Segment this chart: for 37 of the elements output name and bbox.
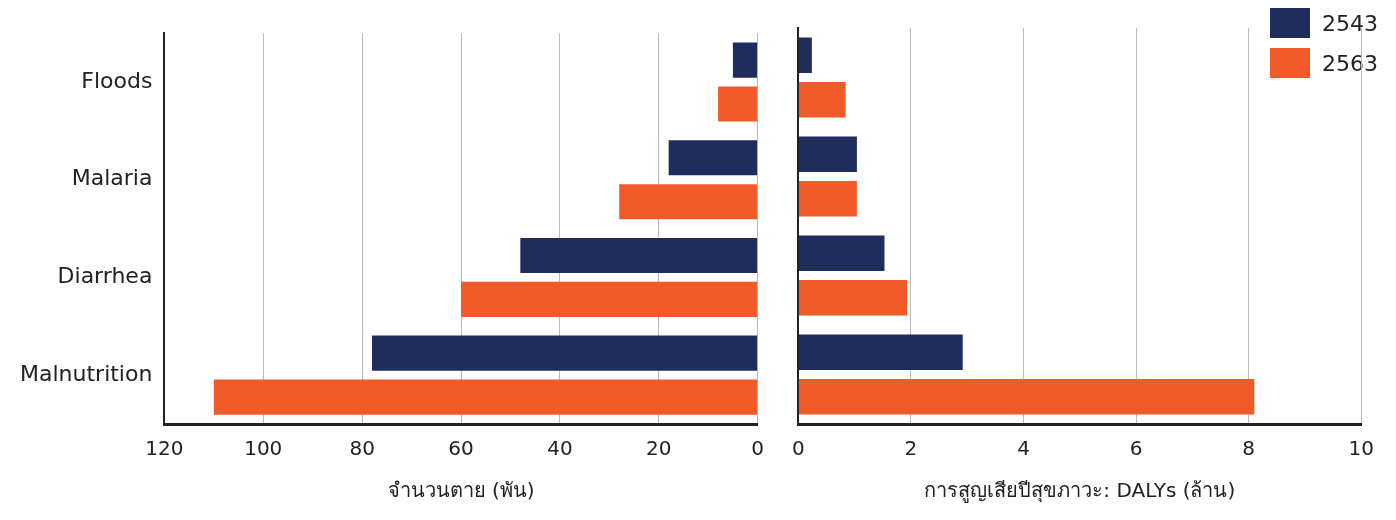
x-tick-label: 6: [1129, 436, 1143, 461]
bar: [798, 235, 885, 272]
bar: [668, 140, 758, 176]
x-tick-label: 60: [448, 436, 474, 461]
bar: [213, 379, 758, 415]
bar: [798, 136, 857, 173]
bar: [619, 184, 758, 220]
x-tick-label: 100: [244, 436, 283, 461]
x-tick-label: 0: [792, 436, 805, 461]
bar: [461, 281, 758, 318]
bar: [732, 42, 758, 78]
x-tick-label: 80: [349, 436, 375, 461]
x-tick-label: 0: [751, 436, 764, 461]
x-axis-title: จำนวนตาย (พัน): [387, 478, 535, 503]
x-tick-label: 20: [646, 436, 672, 461]
x-axis-title: การสูญเสียปีสุขภาวะ: DALYs (ล้าน): [924, 478, 1236, 504]
bar: [798, 378, 1255, 415]
y-tick-label: Malnutrition: [20, 360, 153, 386]
x-tick-label: 2: [904, 436, 918, 461]
bar: [798, 37, 812, 74]
bar: [798, 334, 963, 371]
x-tick-label: 120: [145, 436, 184, 461]
x-tick-label: 10: [1348, 436, 1374, 461]
bar: [520, 237, 758, 274]
legend-label: 2563: [1322, 50, 1378, 76]
y-tick-label: Malaria: [71, 165, 153, 191]
y-tick-label: Diarrhea: [57, 263, 153, 289]
bar: [718, 86, 758, 122]
x-tick-label: 4: [1017, 436, 1030, 461]
y-tick-label: Floods: [81, 67, 153, 93]
bar: [798, 180, 857, 217]
bar: [372, 335, 758, 371]
legend-label: 2543: [1322, 10, 1378, 36]
bar: [798, 279, 908, 316]
x-tick-label: 8: [1242, 436, 1256, 461]
x-tick-label: 40: [547, 436, 573, 461]
bar: [798, 81, 846, 118]
